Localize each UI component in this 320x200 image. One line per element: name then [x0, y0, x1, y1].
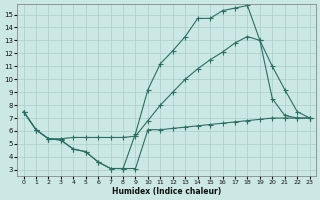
- X-axis label: Humidex (Indice chaleur): Humidex (Indice chaleur): [112, 187, 221, 196]
